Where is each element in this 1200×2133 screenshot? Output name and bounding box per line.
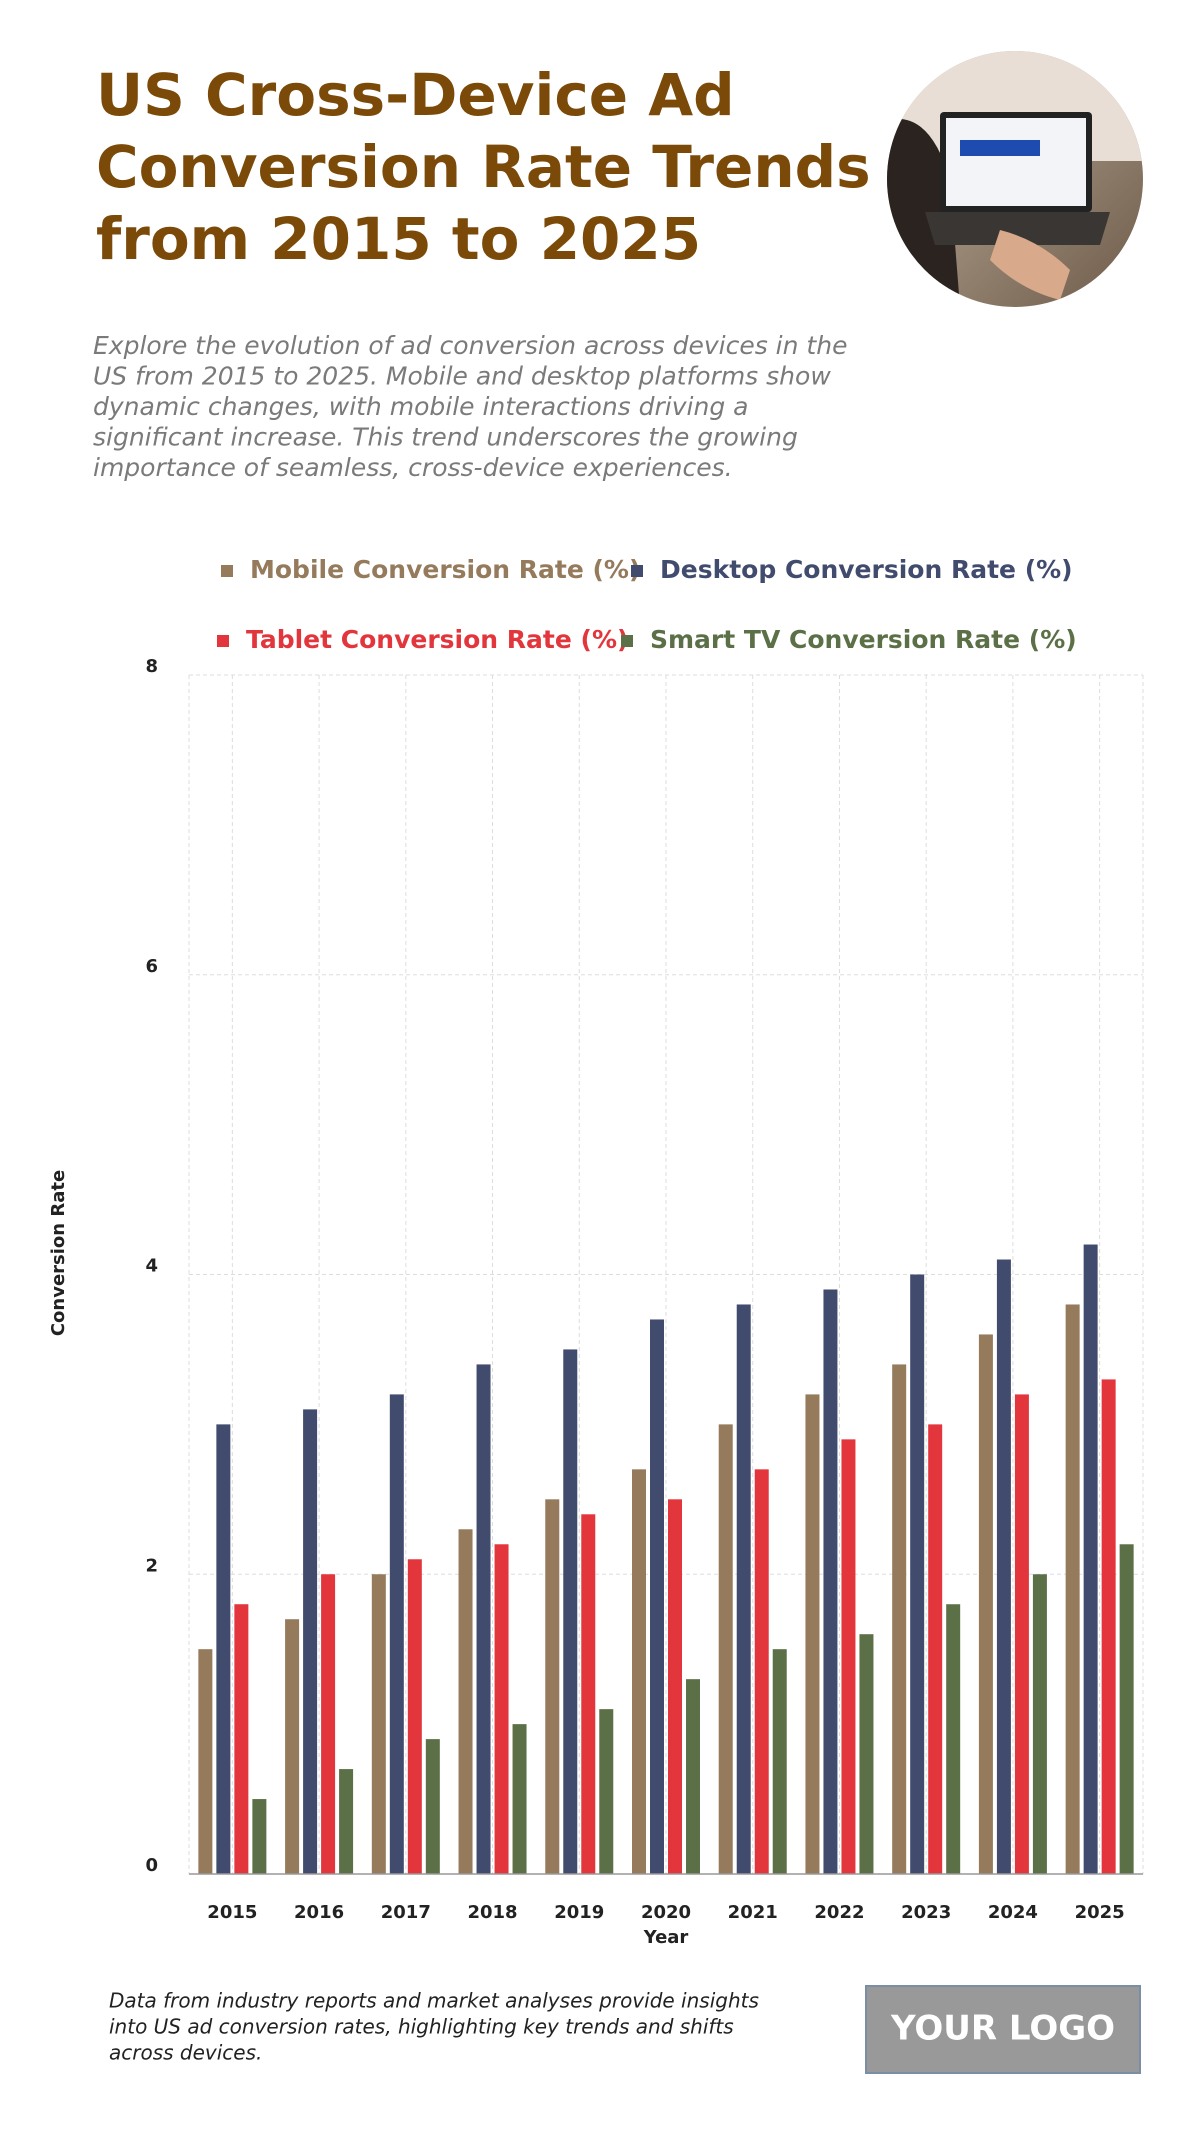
subtitle: significant increase. This trend undersc… <box>93 423 798 452</box>
bar <box>996 1259 1011 1874</box>
bar <box>946 1604 961 1874</box>
y-tick-label: 6 <box>145 956 158 977</box>
bar <box>928 1424 943 1874</box>
bar <box>718 1424 733 1874</box>
x-tick-label: 2016 <box>294 1902 344 1923</box>
bar <box>1032 1574 1047 1874</box>
bar <box>841 1439 856 1874</box>
bar <box>823 1289 838 1874</box>
legend-swatch <box>621 635 633 647</box>
bar <box>1065 1304 1080 1874</box>
bar <box>252 1799 267 1874</box>
subtitle: Explore the evolution of ad conversion a… <box>93 331 847 360</box>
bar <box>389 1394 404 1874</box>
x-tick-label: 2021 <box>728 1902 778 1923</box>
y-axis-title: Conversion Rate <box>48 1170 69 1336</box>
bar <box>892 1364 907 1874</box>
x-tick-label: 2023 <box>901 1902 951 1923</box>
x-tick-label: 2017 <box>381 1902 431 1923</box>
bar <box>805 1394 820 1874</box>
x-tick-label: 2025 <box>1075 1902 1125 1923</box>
legend-swatch <box>217 635 229 647</box>
legend-swatch <box>221 565 233 577</box>
bar <box>581 1514 596 1874</box>
photo <box>887 51 1143 307</box>
bar <box>371 1574 386 1874</box>
bar <box>686 1679 700 1874</box>
bar <box>234 1604 249 1874</box>
bar <box>754 1469 769 1874</box>
subtitle: importance of seamless, cross-device exp… <box>93 453 733 482</box>
bar <box>458 1529 473 1874</box>
footer-note: across devices. <box>109 2041 262 2065</box>
bar <box>736 1304 751 1874</box>
bar <box>859 1634 874 1874</box>
bar <box>1083 1244 1098 1874</box>
y-tick-label: 2 <box>145 1555 158 1576</box>
chart-title: from 2015 to 2025 <box>96 205 701 273</box>
logo-box <box>865 1985 1141 2074</box>
bar <box>1014 1394 1029 1874</box>
bar <box>303 1409 318 1874</box>
legend-swatch <box>631 565 643 577</box>
bar <box>632 1469 646 1874</box>
bar <box>425 1739 440 1874</box>
x-tick-label: 2020 <box>641 1902 691 1923</box>
bar <box>1119 1544 1134 1874</box>
bar <box>1101 1379 1116 1874</box>
footer-note: into US ad conversion rates, highlightin… <box>109 2015 734 2039</box>
x-tick-label: 2022 <box>814 1902 864 1923</box>
bar <box>198 1649 213 1874</box>
legend-label: Smart TV Conversion Rate (%) <box>650 625 1077 654</box>
chart-title: US Cross-Device Ad <box>96 61 735 129</box>
y-tick-label: 4 <box>145 1256 158 1277</box>
x-axis-title: Year <box>643 1927 689 1948</box>
bar <box>910 1274 925 1874</box>
x-tick-label: 2024 <box>988 1902 1038 1923</box>
bar <box>668 1499 682 1874</box>
bar <box>563 1349 578 1874</box>
footer-note: Data from industry reports and market an… <box>109 1989 759 2013</box>
legend-label: Tablet Conversion Rate (%) <box>246 625 628 654</box>
bar <box>476 1364 491 1874</box>
bar <box>512 1724 527 1874</box>
x-tick-label: 2018 <box>467 1902 517 1923</box>
x-tick-label: 2015 <box>207 1902 257 1923</box>
bar <box>216 1424 231 1874</box>
logo-text: YOUR LOGO <box>890 2009 1115 2049</box>
bar <box>978 1334 993 1874</box>
bar <box>285 1619 300 1874</box>
bar <box>650 1319 664 1874</box>
subtitle: dynamic changes, with mobile interaction… <box>93 392 748 421</box>
bar <box>407 1559 422 1874</box>
x-tick-label: 2019 <box>554 1902 604 1923</box>
bar <box>545 1499 560 1874</box>
subtitle: US from 2015 to 2025. Mobile and desktop… <box>93 362 831 391</box>
bar <box>321 1574 336 1874</box>
bar <box>599 1709 614 1874</box>
bar <box>339 1769 354 1874</box>
legend-label: Mobile Conversion Rate (%) <box>250 555 640 584</box>
bar <box>772 1649 787 1874</box>
chart-title: Conversion Rate Trends <box>96 133 871 201</box>
y-tick-label: 0 <box>145 1855 158 1876</box>
legend-label: Desktop Conversion Rate (%) <box>660 555 1073 584</box>
bar <box>494 1544 509 1874</box>
y-tick-label: 8 <box>145 656 158 677</box>
